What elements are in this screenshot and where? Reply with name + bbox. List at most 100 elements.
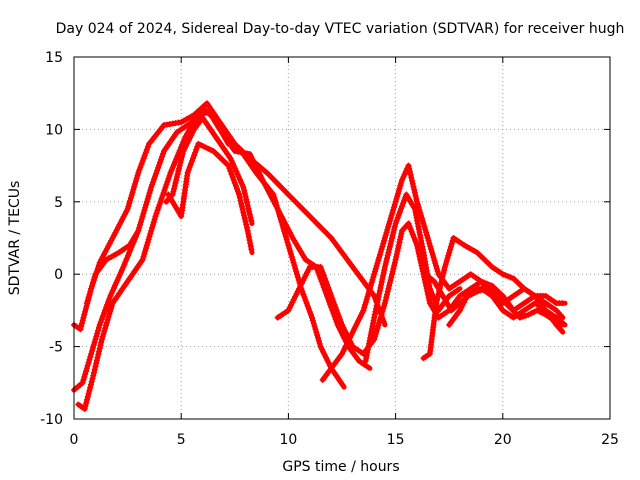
- data-point-marker: [152, 173, 159, 180]
- data-point-marker: [232, 165, 239, 172]
- data-point-marker: [378, 311, 385, 318]
- data-point-marker: [414, 198, 421, 205]
- data-point-marker: [245, 230, 252, 237]
- data-point-marker: [438, 279, 445, 286]
- data-point-marker: [434, 268, 441, 275]
- data-point-marker: [371, 268, 378, 275]
- data-point-marker: [420, 221, 427, 228]
- data-point-marker: [381, 302, 388, 309]
- data-point-marker: [389, 271, 396, 278]
- data-point-marker: [388, 274, 395, 281]
- data-point-marker: [311, 323, 318, 330]
- data-point-marker: [130, 186, 137, 193]
- data-point-marker: [382, 261, 389, 268]
- series-arc-8: [319, 162, 566, 383]
- data-point-marker: [372, 308, 379, 315]
- data-point-marker: [285, 227, 292, 234]
- y-axis-label: SDTVAR / TECUs: [7, 181, 23, 296]
- data-point-marker: [335, 313, 342, 320]
- data-point-marker: [97, 318, 104, 325]
- data-point-marker: [110, 232, 117, 239]
- data-point-marker: [91, 366, 98, 373]
- data-point-marker: [411, 186, 418, 193]
- data-point-marker: [247, 240, 254, 247]
- data-point-marker: [557, 326, 564, 333]
- data-point-marker: [411, 236, 418, 243]
- data-point-marker: [292, 293, 299, 300]
- data-point-marker: [373, 328, 380, 335]
- data-point-marker: [320, 272, 327, 279]
- data-point-marker: [133, 175, 140, 182]
- data-point-marker: [421, 223, 428, 230]
- data-point-marker: [387, 276, 394, 283]
- data-point-marker: [304, 303, 311, 310]
- data-point-marker: [375, 293, 382, 300]
- data-point-marker: [277, 211, 284, 218]
- ticks: [73, 56, 611, 420]
- data-point-marker: [245, 205, 252, 212]
- data-point-marker: [90, 342, 97, 349]
- data-point-marker: [239, 181, 246, 188]
- data-point-marker: [81, 311, 88, 318]
- data-point-marker: [241, 187, 248, 194]
- data-point-marker: [372, 265, 379, 272]
- data-point-marker: [408, 228, 415, 235]
- data-point-marker: [84, 362, 91, 369]
- y-tick-label: 5: [54, 195, 63, 211]
- data-point-marker: [519, 313, 526, 320]
- data-point-marker: [107, 305, 114, 312]
- data-point-marker: [332, 304, 339, 311]
- data-point-marker: [265, 187, 272, 194]
- data-point-marker: [392, 220, 399, 227]
- data-point-marker: [107, 292, 114, 299]
- data-point-marker: [157, 198, 164, 205]
- data-point-marker: [317, 343, 324, 350]
- data-point-marker: [120, 263, 127, 270]
- data-point-marker: [347, 334, 354, 341]
- data-point-marker: [395, 187, 402, 194]
- data-point-marker: [396, 239, 403, 246]
- data-point-marker: [320, 349, 327, 356]
- series-line: [75, 109, 373, 412]
- data-point-marker: [411, 189, 418, 196]
- data-point-marker: [384, 255, 391, 262]
- data-point-marker: [313, 329, 320, 336]
- x-tick-label: 20: [494, 432, 512, 448]
- data-point-marker: [236, 176, 243, 183]
- data-point-marker: [255, 169, 262, 176]
- data-point-marker: [345, 337, 352, 344]
- data-point-marker: [233, 168, 240, 175]
- data-point-marker: [236, 191, 243, 198]
- data-point-marker: [284, 224, 291, 231]
- data-point-marker: [167, 169, 174, 176]
- data-point-marker: [159, 193, 166, 200]
- data-point-marker: [388, 237, 395, 244]
- data-point-marker: [85, 390, 92, 397]
- data-point-marker: [386, 282, 393, 289]
- data-point-marker: [310, 320, 317, 327]
- data-point-marker: [105, 298, 112, 305]
- data-point-marker: [381, 300, 388, 307]
- data-point-marker: [140, 253, 147, 260]
- data-point-marker: [123, 255, 130, 262]
- data-point-marker: [447, 246, 454, 253]
- data-point-marker: [189, 155, 196, 162]
- data-point-marker: [434, 297, 441, 304]
- data-point-marker: [374, 325, 381, 332]
- data-point-marker: [186, 164, 193, 171]
- data-point-marker: [337, 318, 344, 325]
- data-point-marker: [83, 300, 90, 307]
- data-point-marker: [340, 348, 347, 355]
- data-point-marker: [447, 243, 454, 250]
- data-point-marker: [398, 230, 405, 237]
- data-point-marker: [232, 182, 239, 189]
- data-point-marker: [408, 174, 415, 181]
- data-point-marker: [177, 159, 184, 166]
- data-point-marker: [98, 316, 105, 323]
- data-point-marker: [394, 248, 401, 255]
- data-point-marker: [166, 172, 173, 179]
- data-point-marker: [96, 348, 103, 355]
- data-point-marker: [85, 359, 92, 366]
- data-point-marker: [108, 290, 115, 297]
- data-point-marker: [294, 288, 301, 295]
